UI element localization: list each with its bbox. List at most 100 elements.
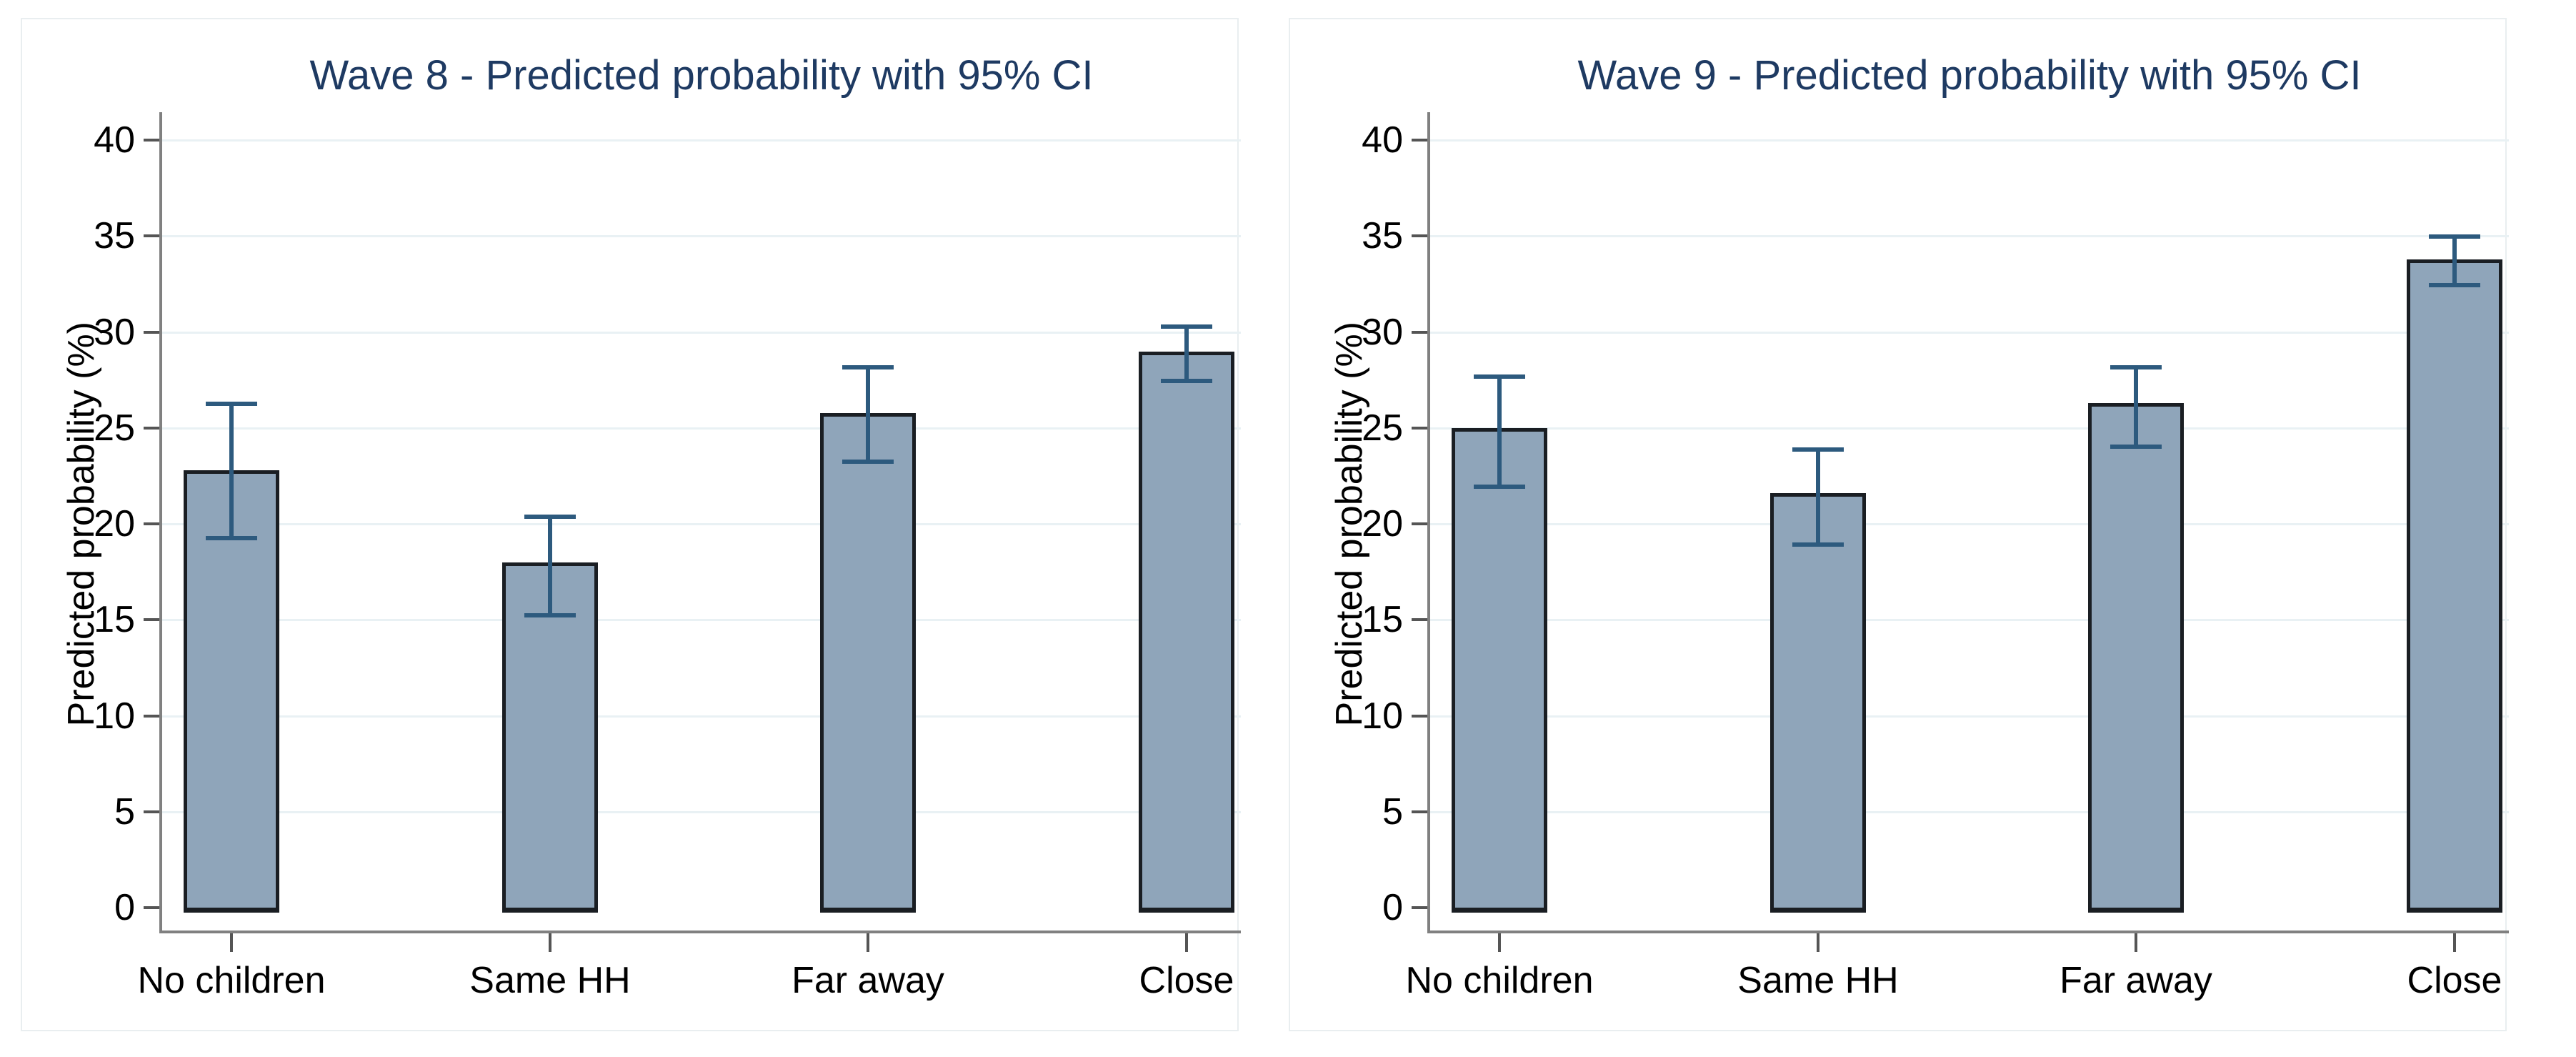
y-tick	[144, 234, 159, 238]
gridline	[162, 427, 1241, 430]
y-tick-label: 30	[94, 311, 135, 353]
y-tick	[144, 714, 159, 718]
y-tick-label: 5	[114, 790, 135, 833]
y-tick-label: 15	[1362, 599, 1403, 641]
x-tick	[2453, 933, 2456, 952]
x-tick	[2135, 933, 2137, 952]
y-tick	[1412, 234, 1427, 238]
y-tick	[1412, 906, 1427, 909]
error-bar-cap-bottom	[1161, 379, 1212, 384]
y-tick-label: 40	[94, 119, 135, 161]
y-tick-label: 5	[1382, 790, 1403, 833]
error-bar-cap-top	[206, 401, 257, 406]
gridline	[162, 523, 1241, 525]
bar	[1139, 351, 1234, 913]
y-tick-label: 0	[114, 887, 135, 928]
y-tick-label: 30	[1362, 311, 1403, 353]
gridline	[162, 139, 1241, 142]
gridline	[1430, 715, 2509, 718]
x-tick	[1817, 933, 1819, 952]
error-bar-line	[1497, 376, 1502, 487]
bar	[2407, 259, 2502, 913]
category-label: Far away	[792, 960, 944, 1001]
x-axis-line	[1427, 931, 2509, 933]
gridline	[1430, 235, 2509, 238]
error-bar-cap-bottom	[1792, 542, 1844, 547]
error-bar-line	[1816, 449, 1820, 545]
y-tick-label: 35	[1362, 215, 1403, 257]
y-tick	[144, 906, 159, 909]
error-bar-cap-bottom	[524, 612, 576, 617]
x-tick	[1498, 933, 1501, 952]
error-bar-cap-top	[1161, 324, 1212, 329]
bar	[184, 470, 279, 913]
chart-title: Wave 8 - Predicted probability with 95% …	[309, 52, 1094, 99]
plot-area: 0 5 10 15 20 25 30 35 40 No children Same HH Far aw…	[1290, 19, 2509, 1033]
gridline	[162, 619, 1241, 622]
category-label: Far away	[2060, 960, 2212, 1001]
panel-wave-8: Wave 8 - Predicted probability with 95% …	[21, 18, 1241, 1033]
y-tick	[144, 810, 159, 813]
x-axis-line	[159, 931, 1241, 933]
gridline	[162, 715, 1241, 718]
y-tick	[1412, 330, 1427, 334]
category-label: Close	[1139, 960, 1234, 1001]
y-tick	[144, 426, 159, 430]
x-tick	[230, 933, 233, 952]
gridline	[1430, 331, 2509, 334]
error-bar-line	[229, 402, 234, 540]
x-tick	[1185, 933, 1188, 952]
gridline	[1430, 523, 2509, 525]
y-tick	[1412, 810, 1427, 813]
error-bar-line	[2452, 236, 2457, 287]
error-bar-cap-top	[842, 364, 894, 369]
gridline	[1430, 810, 2509, 813]
y-tick	[1412, 618, 1427, 622]
category-label: Same HH	[1737, 960, 1899, 1001]
y-tick	[1412, 426, 1427, 430]
plot-area: 0 5 10 15 20 25 30 35 40 No children Same HH Far aw…	[22, 19, 1241, 1033]
gridline	[162, 810, 1241, 813]
error-bar-line	[1184, 326, 1189, 382]
bar	[502, 562, 598, 913]
y-axis-line	[159, 112, 162, 933]
y-tick-label: 20	[94, 503, 135, 545]
y-axis-line	[1427, 112, 1430, 933]
y-tick	[144, 330, 159, 334]
y-tick-label: 10	[1362, 695, 1403, 737]
y-tick-label: 35	[94, 215, 135, 257]
gridline	[1430, 139, 2509, 142]
bar	[1770, 493, 1866, 913]
y-tick	[1412, 522, 1427, 525]
error-bar-cap-top	[524, 515, 576, 520]
bar	[820, 412, 916, 913]
y-tick-label: 10	[94, 695, 135, 737]
error-bar-line	[866, 366, 870, 463]
y-tick	[1412, 714, 1427, 718]
error-bar-line	[548, 516, 552, 616]
gridline	[1430, 619, 2509, 622]
gridline	[1430, 427, 2509, 430]
y-tick	[144, 139, 159, 142]
panel-wave-9: Wave 9 - Predicted probability with 95% …	[1289, 18, 2509, 1033]
y-tick-label: 25	[94, 407, 135, 449]
y-tick-label: 25	[1362, 407, 1403, 449]
gridline	[162, 331, 1241, 334]
category-label: No children	[1405, 960, 1594, 1001]
error-bar-cap-top	[1474, 374, 1525, 379]
gridline	[162, 235, 1241, 238]
chart-title: Wave 9 - Predicted probability with 95% …	[1577, 52, 2362, 99]
category-label: No children	[137, 960, 326, 1001]
y-tick-label: 0	[1382, 887, 1403, 928]
y-tick-label: 15	[94, 599, 135, 641]
error-bar-cap-bottom	[206, 536, 257, 541]
y-tick	[1412, 139, 1427, 142]
y-tick	[144, 522, 159, 525]
error-bar-cap-bottom	[842, 460, 894, 465]
category-label: Close	[2407, 960, 2502, 1001]
y-tick-label: 40	[1362, 119, 1403, 161]
error-bar-line	[2134, 366, 2138, 447]
y-tick-label: 20	[1362, 503, 1403, 545]
x-tick	[549, 933, 551, 952]
error-bar-cap-top	[2110, 364, 2162, 369]
